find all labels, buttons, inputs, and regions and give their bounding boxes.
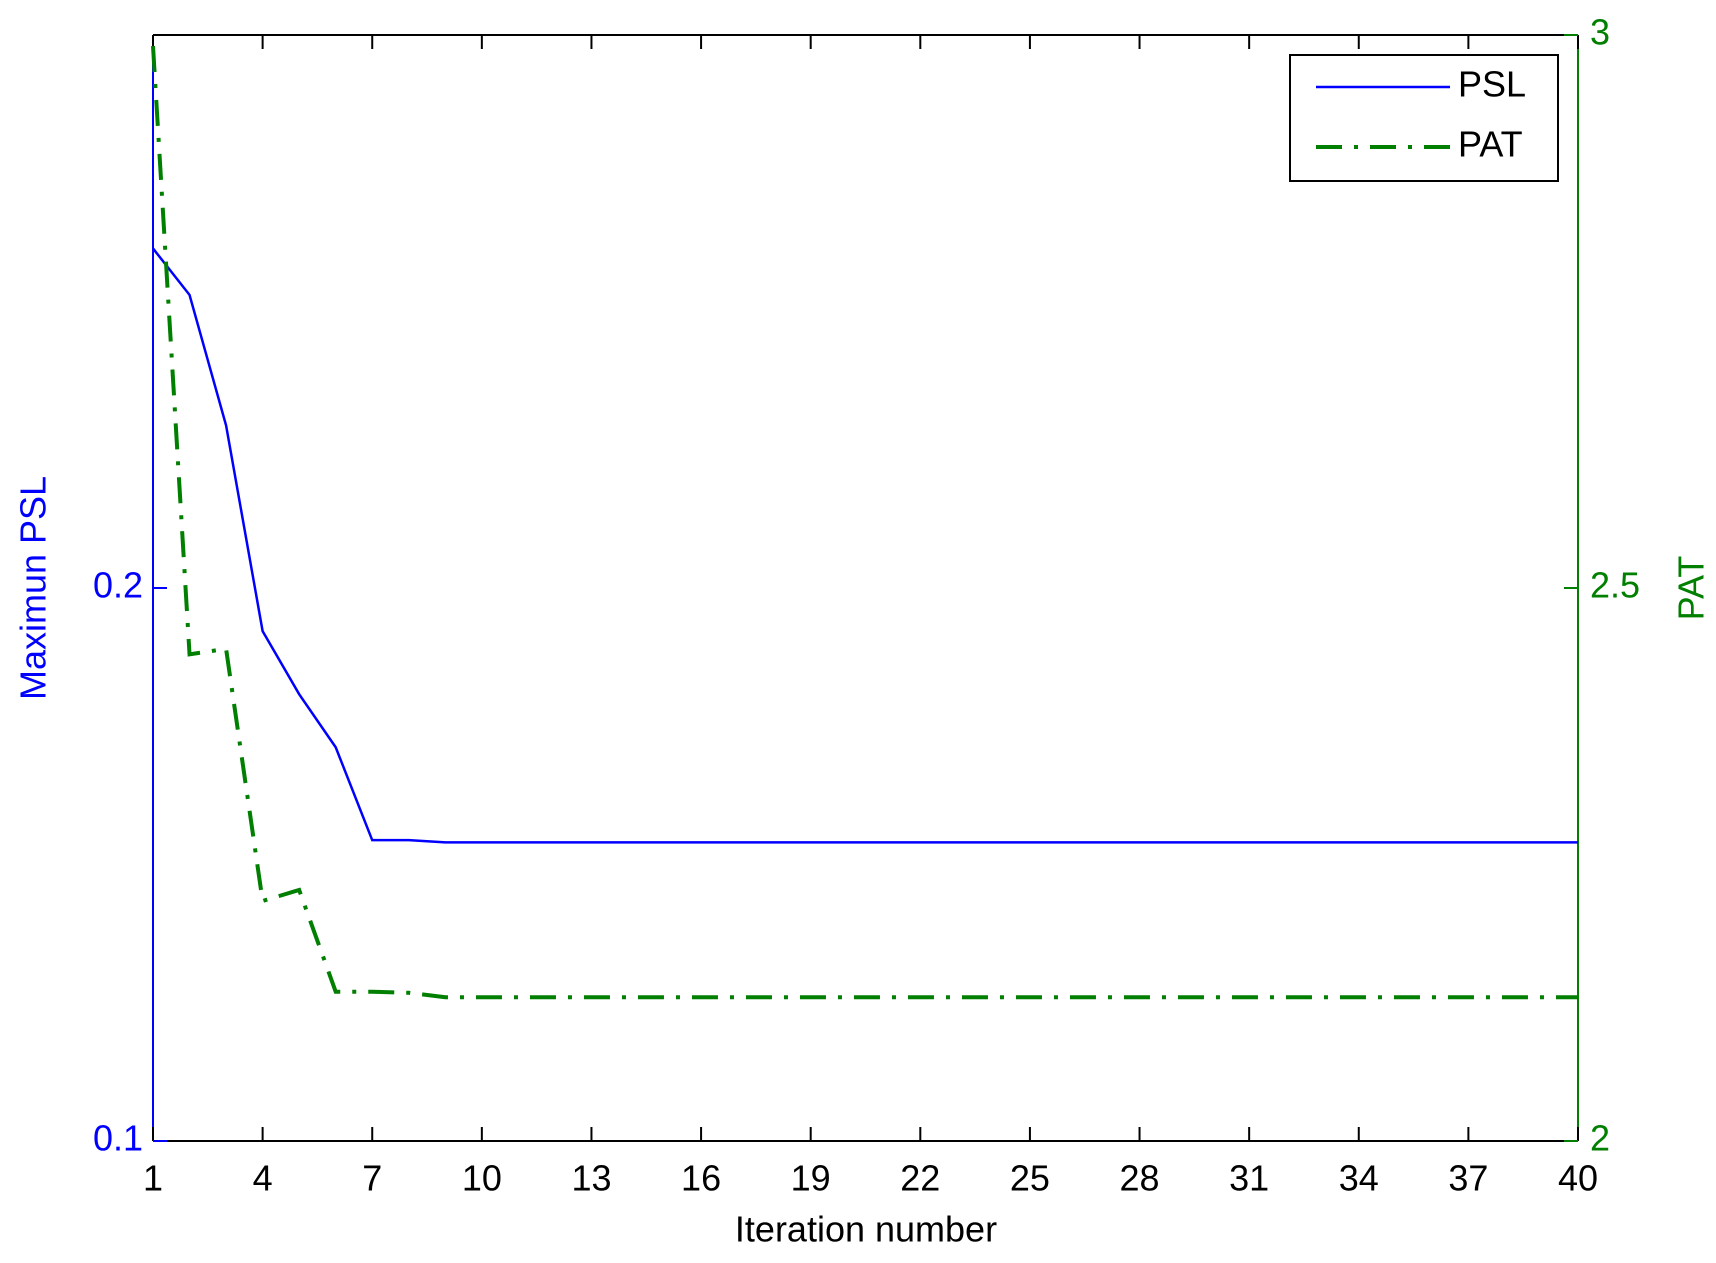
series-line: [152, 247, 1578, 844]
x-tick-label: 25: [1010, 1158, 1050, 1199]
x-tick-label: 22: [900, 1158, 940, 1199]
legend-label: PSL: [1458, 64, 1526, 105]
y2-tick-label: 2.5: [1590, 565, 1640, 606]
y2-tick-label: 2: [1590, 1118, 1610, 1159]
legend-box: [1289, 54, 1559, 182]
x-tick-label: 13: [571, 1158, 611, 1199]
x-tick-label: 16: [681, 1158, 721, 1199]
x-tick-label: 19: [791, 1158, 831, 1199]
x-tick-label: 37: [1448, 1158, 1488, 1199]
x-tick-label: 28: [1120, 1158, 1160, 1199]
x-tick-label: 34: [1339, 1158, 1379, 1199]
x-tick-label: 7: [362, 1158, 382, 1199]
legend-label: PAT: [1458, 124, 1523, 165]
x-tick-label: 40: [1558, 1158, 1598, 1199]
y-tick-label: 0.2: [93, 565, 143, 606]
x-tick-label: 1: [143, 1158, 163, 1199]
y-axis-label: Maximun PSL: [13, 476, 54, 700]
y2-axis-label: PAT: [1671, 556, 1712, 621]
x-tick-label: 31: [1229, 1158, 1269, 1199]
x-tick-label: 4: [253, 1158, 273, 1199]
y-tick-label: 0.1: [93, 1118, 143, 1159]
series-line: [151, 45, 1578, 1000]
x-axis-label: Iteration number: [735, 1209, 997, 1250]
x-tick-label: 10: [462, 1158, 502, 1199]
y2-tick-label: 3: [1590, 12, 1610, 53]
